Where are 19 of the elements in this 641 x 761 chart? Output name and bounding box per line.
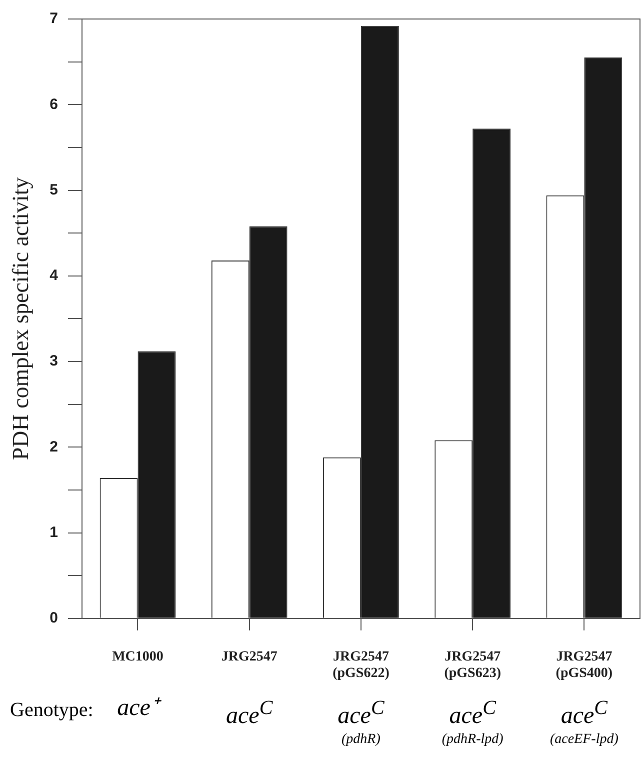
text: ace$^{C}$ — [225, 696, 274, 731]
x-tick-label: JRG2547 — [221, 649, 278, 664]
y-tick-label: 4 — [50, 267, 59, 284]
y-tick-label: 1 — [50, 524, 58, 541]
text: ace$^{C}$ (pdhR-lpd) — [440, 696, 504, 749]
x-tick-label: JRG2547 (pGS622) — [332, 649, 390, 682]
y-axis-title: PDH complex specific activity — [8, 176, 33, 460]
y-tick-label: 3 — [50, 352, 58, 370]
y-tick-label: 0 — [50, 610, 58, 627]
text: ace$^{C}$ (pdhR) — [336, 696, 386, 749]
y-tick-label: 6 — [50, 96, 58, 113]
y-tick-label: 5 — [50, 181, 58, 198]
text: Genotype: — [10, 699, 94, 722]
y-tick-label: 2 — [50, 438, 58, 456]
x-tick-label: MC1000 — [112, 649, 164, 664]
text: ace$^{C}$ (aceEF-lpd) — [548, 696, 620, 749]
y-tick-label: 7 — [50, 10, 58, 28]
x-tick-label: JRG2547 (pGS623) — [444, 649, 502, 682]
x-tick-label: JRG2547 (pGS400) — [556, 649, 613, 682]
